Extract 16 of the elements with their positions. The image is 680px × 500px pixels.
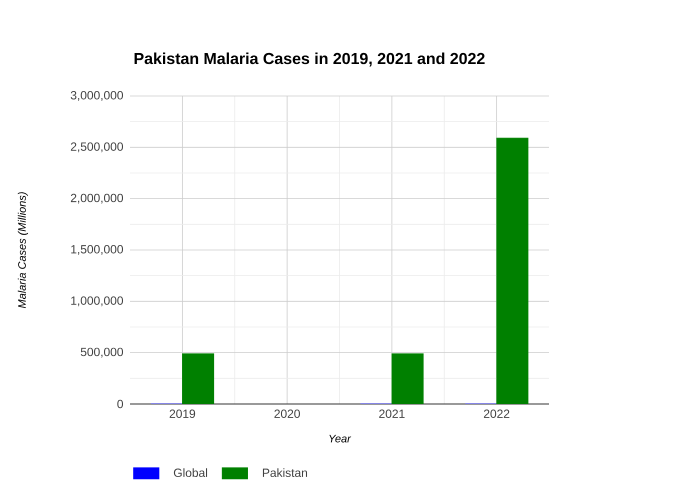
y-tick-label: 500,000 bbox=[80, 348, 124, 358]
chart-title: Pakistan Malaria Cases in 2019, 2021 and 2022 bbox=[134, 52, 485, 66]
x-tick-label: 2019 bbox=[170, 410, 196, 418]
legend-label: Global bbox=[174, 468, 208, 478]
x-axis-title: Year bbox=[329, 434, 352, 442]
x-tick-label: 2021 bbox=[379, 410, 405, 418]
y-axis-title: Malaria Cases (Millions) bbox=[18, 192, 28, 308]
y-tick-label: 2,000,000 bbox=[70, 194, 124, 204]
y-tick-label: 2,500,000 bbox=[70, 142, 124, 152]
x-tick-label: 2020 bbox=[274, 410, 300, 418]
y-tick-label: 0 bbox=[117, 400, 124, 408]
legend-label: Pakistan bbox=[262, 468, 308, 478]
y-tick-label: 1,500,000 bbox=[71, 245, 124, 255]
x-tick-label: 2022 bbox=[484, 410, 510, 418]
y-tick-label: 1,000,000 bbox=[71, 296, 124, 306]
y-tick-label: 3,000,000 bbox=[70, 91, 124, 101]
